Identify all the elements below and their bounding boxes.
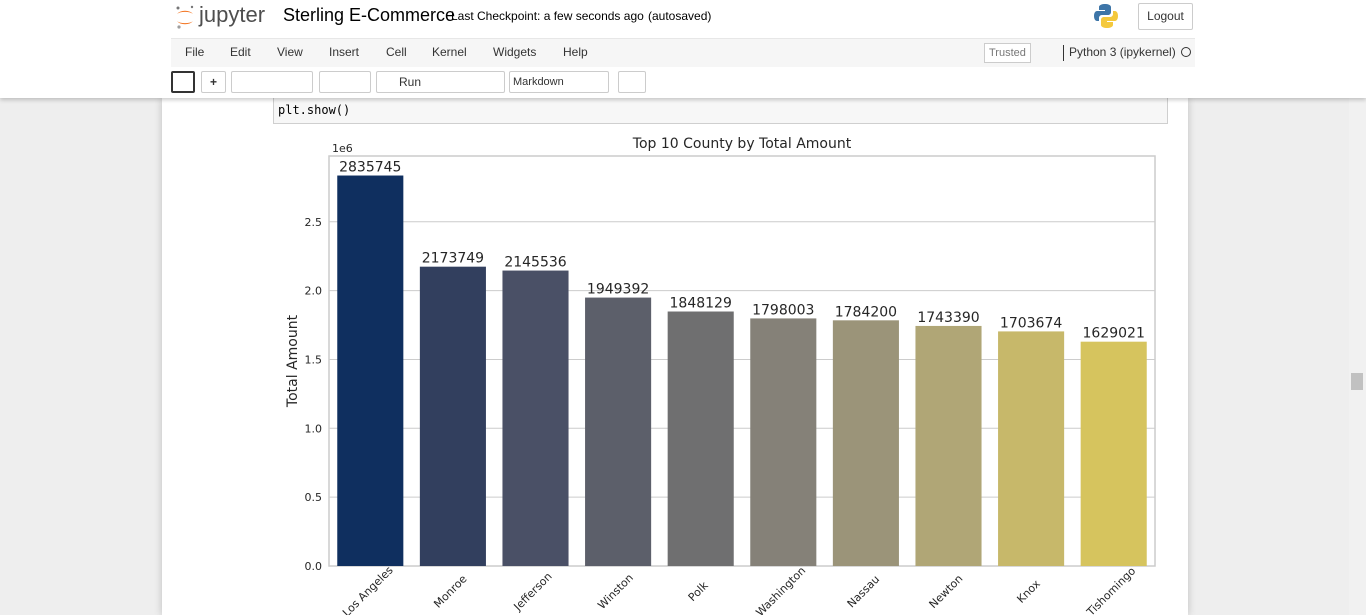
code-cell[interactable]: plt.show() [273, 98, 1168, 124]
menu-item[interactable]: Cell [386, 45, 407, 59]
save-button[interactable] [171, 71, 195, 93]
data-label: 1784200 [835, 304, 897, 320]
run-label[interactable]: Run [399, 75, 422, 89]
cell-type-select[interactable]: Markdown [509, 71, 609, 93]
y-tick-label: 0.0 [305, 560, 323, 573]
bar [832, 320, 899, 566]
x-tick-label: Knox [1014, 577, 1043, 606]
autosave: (autosaved) [648, 9, 712, 23]
bar [667, 311, 734, 566]
x-tick-label: Newton [927, 572, 966, 611]
logo-text[interactable]: jupyter [199, 2, 266, 27]
data-label: 1743390 [917, 310, 979, 326]
bar [337, 175, 404, 566]
data-label: 1629021 [1083, 326, 1145, 342]
y-tick-label: 1.0 [305, 422, 323, 435]
edit-buttons[interactable] [231, 71, 313, 93]
x-tick-label: Los Angeles [340, 564, 396, 615]
data-label: 2173749 [422, 251, 484, 267]
run-buttons[interactable]: Run [376, 71, 505, 93]
move-buttons[interactable] [319, 71, 371, 93]
data-label: 1703674 [1000, 315, 1062, 331]
kernel-name: Python 3 (ipykernel) [1063, 45, 1176, 61]
bar [998, 331, 1065, 566]
x-tick-label: Jefferson [511, 570, 555, 614]
x-tick-label: Monroe [431, 572, 469, 610]
menu-item[interactable]: Widgets [493, 45, 537, 59]
kernel-status [1181, 47, 1191, 57]
x-tick-label: Washington [753, 564, 808, 615]
keyboard-button[interactable] [618, 71, 646, 93]
y-tick-label: 1.5 [305, 353, 323, 366]
data-label: 1949392 [587, 282, 649, 298]
data-label: 2145536 [504, 255, 566, 271]
menu-item[interactable]: Help [563, 45, 588, 59]
bar [915, 325, 982, 566]
menu-item[interactable]: View [277, 45, 303, 59]
trusted-indicator[interactable]: Trusted [984, 43, 1031, 63]
x-tick-label: Tishomingo [1084, 564, 1139, 615]
bar [750, 318, 817, 566]
checkpoint: Last Checkpoint: a few seconds ago [451, 9, 644, 23]
bar [419, 266, 486, 566]
menu-item[interactable]: File [185, 45, 205, 59]
menubar: File Edit View Insert Cell Kernel Widget… [171, 38, 1195, 67]
y-offset-label: 1e6 [332, 142, 353, 155]
menu-item[interactable]: Insert [329, 45, 360, 59]
python-logo [1094, 4, 1118, 28]
menu-item[interactable]: Edit [230, 45, 251, 59]
jupyter-logo-icon [176, 5, 194, 29]
y-axis-label: Total Amount [285, 314, 301, 408]
data-label: 1798003 [752, 302, 814, 318]
menu-item[interactable]: Kernel [432, 45, 467, 59]
x-tick-label: Winston [595, 571, 636, 612]
x-tick-label: Polk [686, 579, 711, 604]
bar [1080, 341, 1147, 566]
y-tick-label: 2.5 [305, 216, 323, 229]
bar [585, 297, 652, 566]
y-tick-label: 0.5 [305, 491, 323, 504]
bar [502, 270, 569, 566]
insert-button[interactable]: + [201, 71, 226, 93]
logout-button[interactable]: Logout [1138, 3, 1193, 30]
scrollbar[interactable] [1349, 98, 1366, 615]
plot-frame [328, 155, 1156, 567]
data-label: 2835745 [339, 160, 401, 176]
y-tick-label: 2.0 [305, 285, 323, 298]
data-label: 1848129 [670, 296, 732, 312]
header: jupyter Sterling E-Commerce Last Checkpo… [0, 0, 1366, 98]
notebook-name[interactable]: Sterling E-Commerce [283, 5, 456, 25]
chart-title: Top 10 County by Total Amount [632, 136, 852, 152]
x-tick-label: Nassau [845, 573, 883, 611]
